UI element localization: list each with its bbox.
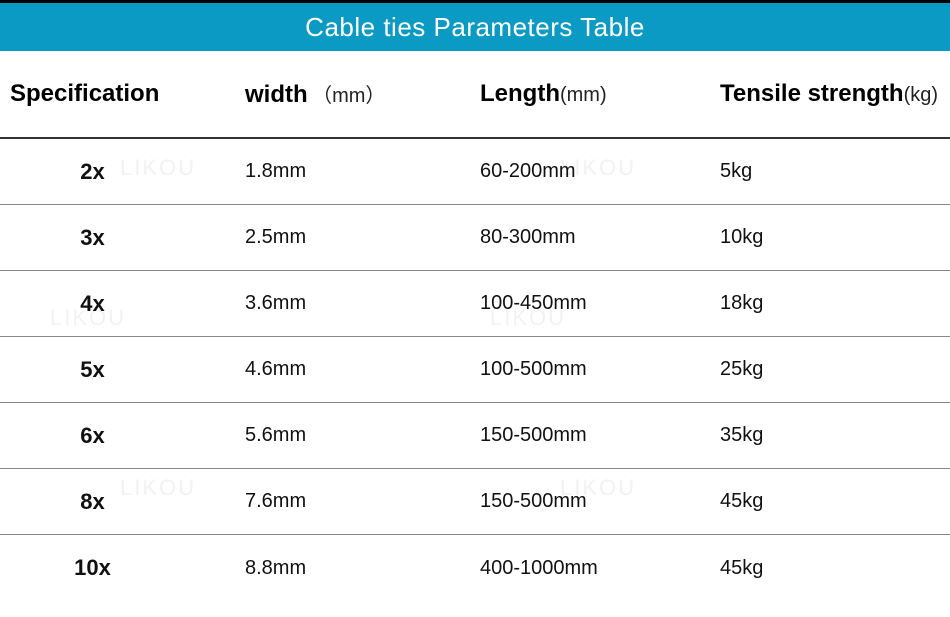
table-row: 10x 8.8mm 400-1000mm 45kg (0, 535, 950, 601)
header-length: Length(mm) (480, 80, 720, 108)
cell-tensile: 45kg (720, 557, 950, 580)
cell-spec: 6x (10, 423, 245, 449)
cell-spec: 4x (10, 291, 245, 317)
table-row: 4x 3.6mm 100-450mm 18kg (0, 271, 950, 337)
cell-length: 100-450mm (480, 292, 720, 315)
cell-spec: 10x (10, 555, 245, 581)
header-tensile: Tensile strength(kg) (720, 80, 950, 108)
header-specification: Specification (10, 80, 245, 108)
cell-width: 2.5mm (245, 226, 480, 249)
table-row: 6x 5.6mm 150-500mm 35kg (0, 403, 950, 469)
header-length-label: Length (480, 80, 560, 107)
cell-spec: 3x (10, 225, 245, 251)
cell-width: 4.6mm (245, 358, 480, 381)
table-row: 2x 1.8mm 60-200mm 5kg (0, 139, 950, 205)
header-width-unit: （mm） (312, 85, 385, 107)
cell-length: 100-500mm (480, 358, 720, 381)
cell-width: 1.8mm (245, 160, 480, 183)
cell-length: 400-1000mm (480, 557, 720, 580)
header-tensile-unit: (kg) (904, 84, 938, 106)
cell-spec: 5x (10, 357, 245, 383)
cell-length: 150-500mm (480, 490, 720, 513)
cell-tensile: 45kg (720, 490, 950, 513)
title-bar: Cable ties Parameters Table (0, 3, 950, 51)
cell-length: 150-500mm (480, 424, 720, 447)
parameters-table: Cable ties Parameters Table Specificatio… (0, 0, 950, 601)
cell-width: 3.6mm (245, 292, 480, 315)
cell-length: 80-300mm (480, 226, 720, 249)
header-tensile-label: Tensile strength (720, 80, 904, 107)
table-row: 8x 7.6mm 150-500mm 45kg (0, 469, 950, 535)
cell-tensile: 35kg (720, 424, 950, 447)
cell-spec: 8x (10, 489, 245, 515)
cell-width: 8.8mm (245, 557, 480, 580)
table-row: 5x 4.6mm 100-500mm 25kg (0, 337, 950, 403)
table-header: Specification width （mm） Length(mm) Tens… (0, 51, 950, 139)
cell-tensile: 5kg (720, 160, 950, 183)
cell-width: 5.6mm (245, 424, 480, 447)
cell-tensile: 25kg (720, 358, 950, 381)
cell-width: 7.6mm (245, 490, 480, 513)
cell-length: 60-200mm (480, 160, 720, 183)
cell-tensile: 10kg (720, 226, 950, 249)
header-length-unit: (mm) (560, 84, 607, 106)
cell-spec: 2x (10, 159, 245, 185)
title-text: Cable ties Parameters Table (305, 12, 645, 43)
header-width-label: width (245, 81, 308, 108)
header-width: width （mm） (245, 79, 480, 109)
cell-tensile: 18kg (720, 292, 950, 315)
table-row: 3x 2.5mm 80-300mm 10kg (0, 205, 950, 271)
